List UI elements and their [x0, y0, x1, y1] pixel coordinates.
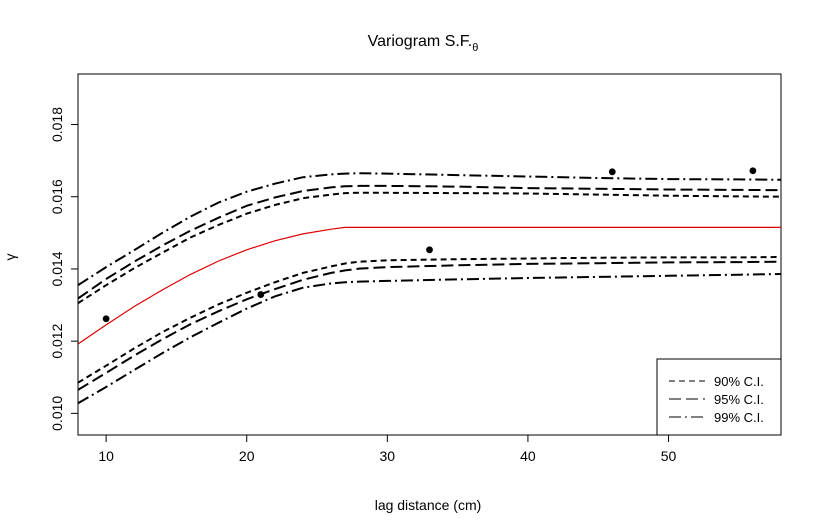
legend-label-2: 95% C.I.: [714, 392, 764, 407]
model-line: [77, 226, 781, 345]
data-point-4: [608, 168, 616, 176]
legend: 90% C.I. 95% C.I. 99% C.I.: [656, 358, 782, 436]
y-tick-label: 0.018: [49, 107, 65, 142]
ci-line-2-lower: [77, 260, 782, 391]
y-axis-label: γ: [2, 254, 18, 261]
x-axis-label: lag distance (cm): [375, 497, 482, 513]
empirical-points: [102, 167, 757, 323]
x-axis: 10 20 30 40 50: [98, 434, 677, 464]
model-curve: [77, 226, 781, 345]
y-tick-label: 0.010: [49, 396, 65, 431]
data-point-2: [257, 291, 265, 298]
data-point-5: [749, 167, 757, 175]
ci-line-1-upper: [77, 191, 782, 305]
chart-title-subscript: θ: [472, 42, 478, 54]
data-point-1: [102, 315, 110, 323]
x-tick-label: 10: [98, 448, 114, 464]
data-point-3: [426, 246, 433, 254]
chart-title-main: Variogram S.F.: [368, 33, 473, 50]
y-axis: 0.010 0.012 0.014 0.016 0.018: [49, 107, 79, 431]
legend-box: [656, 358, 782, 436]
ci-line-2-upper: [77, 184, 782, 300]
x-tick-label: 40: [520, 448, 536, 464]
legend-label-3: 99% C.I.: [714, 410, 764, 425]
ci-line-1-lower: [77, 256, 782, 384]
confidence-interval-lines: [77, 172, 782, 405]
y-tick-label: 0.014: [49, 251, 65, 286]
y-tick-label: 0.012: [49, 323, 65, 358]
y-tick-label: 0.016: [49, 179, 65, 214]
x-tick-label: 50: [661, 448, 677, 464]
chart-title: Variogram S.F.θ: [368, 33, 479, 54]
x-tick-label: 20: [239, 448, 255, 464]
legend-label-1: 90% C.I.: [714, 374, 764, 389]
ci-line-3-upper: [77, 172, 782, 287]
ci-line-3-lower: [77, 273, 782, 405]
x-tick-label: 30: [380, 448, 396, 464]
